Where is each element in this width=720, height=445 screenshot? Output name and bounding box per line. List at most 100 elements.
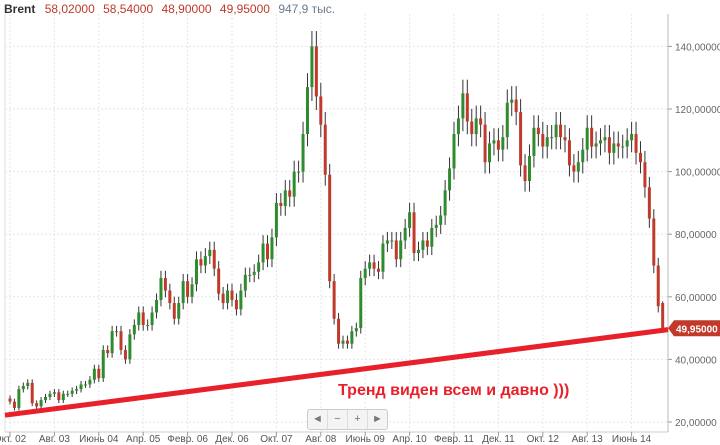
- candle-body: [217, 268, 221, 294]
- candle-body: [354, 328, 358, 332]
- candle-body: [527, 155, 531, 181]
- x-tick-label: Окт. 07: [260, 434, 293, 445]
- x-tick-label: Февр. 06: [167, 434, 208, 445]
- candle-body: [274, 202, 278, 238]
- candle-body: [567, 140, 571, 166]
- candle-body: [266, 243, 270, 260]
- y-tick-label: 120,00000: [675, 105, 720, 116]
- candle-body: [257, 262, 261, 272]
- y-tick-label: 80,00000: [675, 230, 717, 241]
- candle-body: [479, 118, 483, 125]
- candle-body: [292, 171, 296, 197]
- candle-body: [621, 146, 625, 148]
- candle-body: [554, 124, 558, 138]
- candle-body: [48, 393, 52, 397]
- candle-body: [168, 290, 172, 304]
- candle-body: [590, 127, 594, 147]
- symbol: Brent: [4, 2, 36, 16]
- candle-body: [155, 299, 159, 313]
- y-tick-label: 60,00000: [675, 293, 717, 304]
- candle-body: [239, 290, 243, 310]
- candle-body: [190, 284, 194, 297]
- candle-body: [638, 152, 642, 163]
- candle-body: [279, 202, 283, 207]
- candle-body: [44, 396, 48, 401]
- y-tick-label: 140,00000: [675, 42, 720, 53]
- candle-body: [581, 149, 585, 163]
- x-tick-label: Окт. 02: [0, 434, 27, 445]
- candle-body: [75, 389, 79, 391]
- candle-body: [612, 143, 616, 153]
- candle-body: [132, 324, 136, 335]
- candle-body: [448, 168, 452, 191]
- candle-body: [337, 318, 341, 344]
- candle-body: [656, 265, 660, 307]
- candle-body: [443, 190, 447, 216]
- candle-body: [363, 268, 367, 279]
- candle-body: [83, 384, 87, 386]
- candle-body: [12, 401, 16, 408]
- candle-body: [545, 137, 549, 147]
- candle-body: [128, 334, 132, 360]
- candle-body: [172, 303, 176, 319]
- candle-body: [474, 118, 478, 135]
- candle-body: [559, 124, 563, 138]
- candle-body: [563, 137, 567, 141]
- x-tick-label: Авг. 13: [572, 434, 604, 445]
- candle-body: [381, 243, 385, 272]
- candle-body: [452, 134, 456, 169]
- candle-body: [61, 393, 65, 401]
- candle-body: [421, 240, 425, 250]
- candle-body: [97, 368, 101, 379]
- candle-body: [57, 392, 61, 401]
- candle-body: [159, 278, 163, 300]
- candle-body: [541, 134, 545, 147]
- candle-body: [39, 400, 43, 407]
- candle-body: [30, 382, 34, 404]
- candle-body: [519, 112, 523, 166]
- candle-body: [110, 331, 114, 354]
- candle-body: [492, 140, 496, 144]
- zoom-in-button[interactable]: +: [348, 410, 368, 429]
- candle-body: [194, 259, 198, 285]
- candle-body: [248, 274, 252, 276]
- candle-body: [150, 312, 154, 325]
- high-value: 58,54000: [103, 2, 154, 16]
- candle-body: [314, 46, 318, 97]
- trend-line: [4, 327, 669, 418]
- candle-body: [212, 249, 216, 269]
- candle-body: [550, 137, 554, 139]
- open-value: 58,02000: [44, 2, 95, 16]
- candle-body: [576, 162, 580, 172]
- candle-body: [523, 165, 527, 181]
- candle-body: [430, 227, 434, 247]
- zoom-out-button[interactable]: −: [328, 410, 348, 429]
- candle-body: [70, 390, 74, 394]
- candle-body: [146, 324, 150, 326]
- candle-body: [208, 249, 212, 257]
- candle-body: [226, 290, 230, 304]
- candle-body: [652, 218, 656, 266]
- candle-body: [319, 96, 323, 125]
- quote-header: Brent 58,02000 58,54000 48,90000 49,9500…: [4, 2, 335, 16]
- x-tick-label: Июнь 14: [612, 434, 652, 445]
- candle-body: [403, 227, 407, 241]
- scroll-right-button[interactable]: ►: [372, 413, 383, 425]
- candle-body: [123, 350, 127, 360]
- volume-value: 947,9 тыс.: [278, 2, 336, 16]
- x-tick-label: Июнь 04: [79, 434, 119, 445]
- x-tick-label: Авг. 03: [39, 434, 71, 445]
- candle-body: [416, 249, 420, 253]
- candle-body: [412, 212, 416, 253]
- candle-body: [483, 124, 487, 163]
- candle-body: [8, 398, 12, 402]
- scroll-left-button[interactable]: ◄: [308, 410, 328, 429]
- candle-body: [470, 121, 474, 135]
- candle-body: [643, 162, 647, 188]
- candle-body: [252, 271, 256, 275]
- candle-body: [603, 137, 607, 141]
- y-tick-label: 20,00000: [675, 418, 717, 429]
- candle-body: [181, 281, 185, 304]
- candle-body: [177, 303, 181, 319]
